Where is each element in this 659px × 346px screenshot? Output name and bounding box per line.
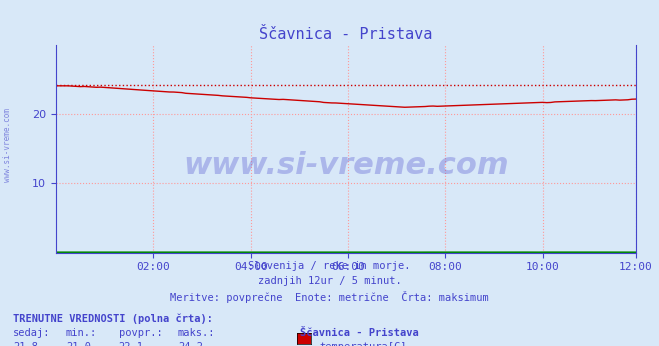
Text: povpr.:: povpr.: (119, 328, 162, 338)
Text: 21,0: 21,0 (66, 342, 91, 346)
Text: sedaj:: sedaj: (13, 328, 51, 338)
Title: Ščavnica - Pristava: Ščavnica - Pristava (259, 27, 433, 43)
Text: www.si-vreme.com: www.si-vreme.com (183, 151, 509, 180)
Text: maks.:: maks.: (178, 328, 215, 338)
Text: TRENUTNE VREDNOSTI (polna črta):: TRENUTNE VREDNOSTI (polna črta): (13, 313, 213, 324)
Text: min.:: min.: (66, 328, 97, 338)
Text: 24,2: 24,2 (178, 342, 203, 346)
Text: Ščavnica - Pristava: Ščavnica - Pristava (300, 328, 418, 338)
Text: Meritve: povprečne  Enote: metrične  Črta: maksimum: Meritve: povprečne Enote: metrične Črta:… (170, 291, 489, 303)
Text: www.si-vreme.com: www.si-vreme.com (3, 108, 13, 182)
Text: 22,1: 22,1 (119, 342, 144, 346)
Text: zadnjih 12ur / 5 minut.: zadnjih 12ur / 5 minut. (258, 276, 401, 286)
Text: temperatura[C]: temperatura[C] (320, 342, 407, 346)
Text: 21,8: 21,8 (13, 342, 38, 346)
Text: Slovenija / reke in morje.: Slovenija / reke in morje. (248, 261, 411, 271)
